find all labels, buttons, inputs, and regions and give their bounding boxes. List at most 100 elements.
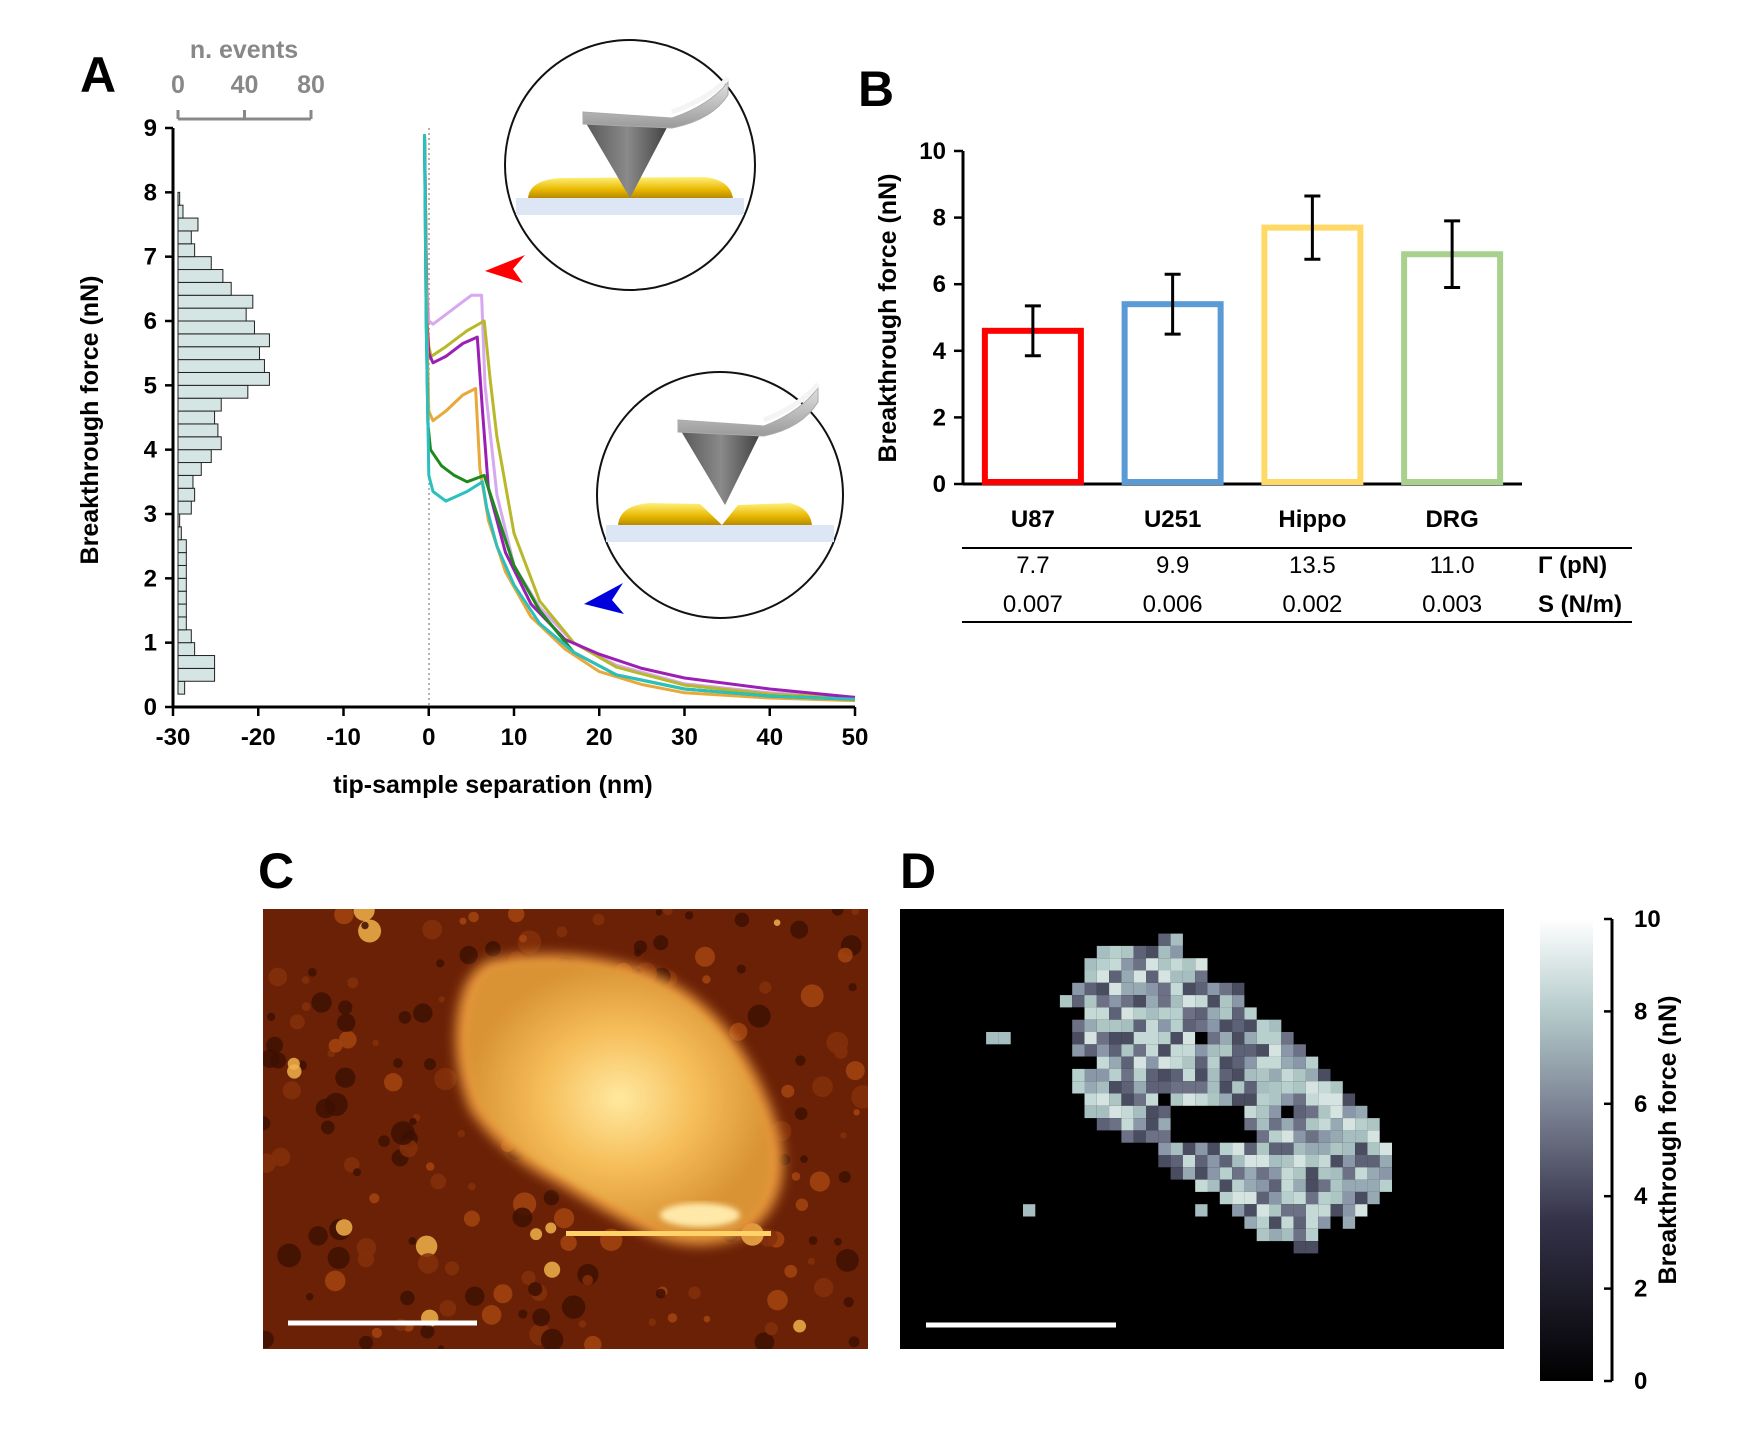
texture-speckle [853,1109,860,1116]
force-pixel [1269,1105,1282,1119]
force-pixel [1182,1142,1196,1155]
cell-membrane-patch [455,954,784,1245]
histogram-bar [177,629,192,644]
force-pixel [1355,1167,1368,1180]
texture-speckle [359,1335,374,1349]
force-pixel [1355,1155,1368,1168]
x-tick-label-a: 10 [501,724,528,751]
force-pixel [1256,1056,1269,1069]
force-pixel [1195,970,1208,983]
force-pixel [1355,1105,1368,1119]
force-pixel [1367,1118,1380,1131]
texture-speckle [703,1315,711,1323]
force-pixel [1133,1044,1146,1057]
force-pixel [1072,995,1085,1008]
table-cell: 7.7 [1016,552,1049,579]
texture-speckle [655,909,663,916]
force-pixel [1170,1032,1183,1045]
category-label: DRG [1425,506,1478,533]
force-pixel [1109,982,1122,996]
force-pixel [1146,982,1159,996]
force-pixel [1109,1032,1122,1045]
force-pixel [1305,1142,1319,1155]
panel-b-bar-chart: 0 2 4 6 8 10 Breakthrough force (nN) U87 U251 H… [874,138,1632,623]
force-pixel [1158,1118,1171,1131]
texture-speckle [809,1171,830,1192]
texture-speckle [582,1274,593,1286]
force-pixel [1146,1032,1159,1045]
force-pixel [1318,1093,1331,1106]
force-pixel [1146,1019,1159,1032]
force-pixel [1281,1179,1294,1192]
force-pixel [1256,1216,1269,1229]
texture-speckle [554,1208,575,1229]
bar-hippo [1261,224,1364,485]
texture-speckle [759,981,772,994]
force-pixel [1170,1093,1183,1106]
force-pixel [1244,1044,1257,1057]
texture-speckle [794,1107,808,1120]
force-pixel [1096,995,1110,1008]
texture-speckle [267,1012,276,1022]
force-pixel [1195,1204,1208,1217]
bars [981,194,1504,485]
texture-speckle [353,909,375,921]
red-arrowhead-icon [485,255,525,283]
histogram-bar [177,269,224,283]
texture-speckle [263,1049,280,1068]
force-pixel [1269,1228,1282,1242]
force-pixel [1158,1093,1171,1106]
force-pixel [1330,1142,1343,1155]
force-pixel [1182,1167,1196,1180]
force-pixel [1330,1105,1343,1119]
force-pixel [1232,1032,1245,1045]
tip-after-inset [596,371,844,619]
histogram-top-axis: 0 40 80 [171,71,325,121]
force-pixel [1146,1118,1159,1131]
force-pixel [1219,1068,1233,1082]
force-pixel [1342,1179,1356,1192]
force-pixel [1158,995,1171,1008]
force-pixel [1121,1044,1134,1057]
texture-speckle [335,1067,356,1088]
texture-speckle [263,1330,274,1349]
force-pixel [1072,1019,1085,1032]
force-pixel [1195,1081,1208,1094]
force-pixel [1096,1068,1110,1082]
force-pixel [1281,1130,1294,1143]
force-pixel [1256,1044,1269,1057]
texture-speckle [808,1236,818,1245]
force-pixel [1355,1191,1368,1205]
force-pixel [1170,1056,1183,1069]
texture-speckle [655,1288,666,1299]
texture-speckle [268,967,288,987]
colorbar-tick-label: 6 [1634,1091,1647,1118]
force-pixel [1318,1105,1331,1119]
force-pixel [1170,995,1183,1008]
force-pixel [1269,1130,1282,1143]
force-pixel [1195,1142,1208,1155]
force-pixel [1109,970,1122,983]
force-pixel [1195,1093,1208,1106]
force-pixel [1281,1142,1294,1155]
force-pixel [1305,1130,1319,1143]
force-pixel [1072,982,1085,996]
y-axis-title-a: Breakthrough force (nN) [76,276,104,565]
texture-speckle [747,1004,771,1028]
force-pixel [1269,1191,1282,1205]
force-pixel [1170,970,1183,983]
force-pixel [1232,1068,1245,1082]
texture-speckle [812,1076,833,1097]
force-pixel [1244,1142,1257,1155]
force-pixel [1133,1081,1146,1094]
force-pixel [1133,1056,1146,1069]
texture-speckle [653,935,669,951]
texture-speckle [335,1219,353,1236]
force-pixel [1096,1007,1110,1020]
force-pixel [1158,982,1171,996]
force-pixel [1072,1068,1085,1082]
colorbar-tick-label: 2 [1634,1276,1647,1303]
table-cell: 0.007 [1003,591,1063,618]
y-tick-label-b: 10 [919,138,946,165]
force-pixel [1207,1142,1220,1155]
